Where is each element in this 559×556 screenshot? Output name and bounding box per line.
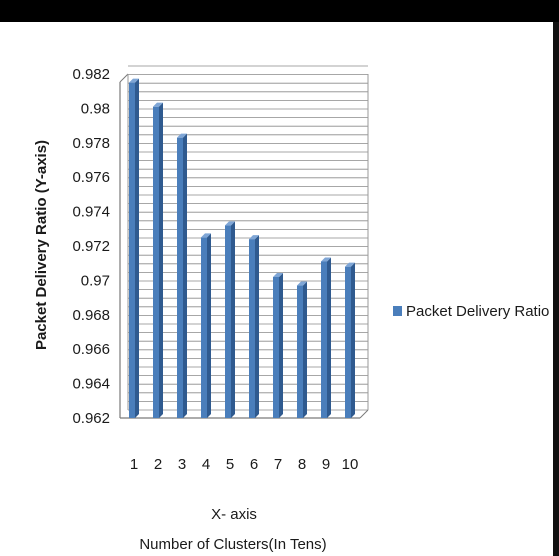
- bar-side: [135, 78, 139, 418]
- y-axis-label: Packet Delivery Ratio (Y-axis): [33, 140, 50, 350]
- bar: [297, 285, 303, 418]
- y-tick-label: 0.98: [81, 100, 110, 117]
- x-tick-label: 9: [322, 456, 330, 473]
- x-tick-label: 10: [342, 456, 359, 473]
- bars: [129, 78, 355, 419]
- x-tick-label: 5: [226, 456, 234, 473]
- bar: [249, 239, 255, 418]
- x-tick-label: 7: [274, 456, 282, 473]
- y-tick-label: 0.972: [72, 238, 110, 255]
- gridlines: [128, 65, 368, 411]
- x-tick-label: 3: [178, 456, 186, 473]
- bar-top: [321, 257, 331, 262]
- bar-top: [225, 221, 235, 226]
- bar: [225, 225, 231, 418]
- y-tick-labels: 0.962 0.964 0.966 0.968 0.97 0.972 0.974 0.976 0…: [72, 66, 110, 427]
- x-tick-label: 6: [250, 456, 258, 473]
- bar-side: [279, 272, 283, 418]
- y-tick-label: 0.97: [81, 272, 110, 289]
- x-axis-right-edge: [359, 409, 369, 419]
- y-tick-label: 0.976: [72, 169, 110, 186]
- bar: [129, 82, 135, 418]
- x-tick-label: 4: [202, 456, 210, 473]
- right-dark-edge: [553, 22, 559, 556]
- x-axis-sublabel: Number of Clusters(In Tens): [139, 536, 326, 553]
- x-axis-label: X- axis: [211, 506, 257, 523]
- bar-top: [297, 281, 307, 286]
- bar: [177, 137, 183, 418]
- bar-side: [351, 262, 355, 418]
- bar-side: [159, 102, 163, 419]
- y-tick-label: 0.964: [72, 376, 110, 393]
- legend-label: Packet Delivery Ratio: [406, 303, 549, 320]
- y-tick-label: 0.966: [72, 341, 110, 358]
- bar: [153, 106, 159, 419]
- x-tick-label: 1: [130, 456, 138, 473]
- x-tick-labels: 1 2 3 4 5 6 7 8 9 10: [130, 456, 359, 473]
- bar-side: [231, 221, 235, 418]
- bar-top: [273, 272, 283, 277]
- bar: [273, 276, 279, 418]
- bar-side: [207, 233, 211, 418]
- axes: [119, 73, 369, 419]
- y-tick-label: 0.968: [72, 307, 110, 324]
- y-tick-label: 0.974: [72, 204, 110, 221]
- bar-side: [327, 257, 331, 418]
- x-tick-label: 8: [298, 456, 306, 473]
- bar-top: [345, 262, 355, 267]
- bar-top: [129, 78, 139, 83]
- bar-top: [153, 102, 163, 107]
- legend-swatch: [393, 306, 402, 316]
- y-tick-label: 0.982: [72, 66, 110, 83]
- bar: [201, 237, 207, 418]
- bar: [345, 266, 351, 418]
- bar: [321, 261, 327, 418]
- y-tick-label: 0.962: [72, 410, 110, 427]
- bar-top: [201, 233, 211, 238]
- y-axis-top-edge: [119, 73, 129, 83]
- x-tick-label: 2: [154, 456, 162, 473]
- legend: Packet Delivery Ratio: [393, 303, 549, 320]
- bar-side: [303, 281, 307, 418]
- bar-top: [177, 133, 187, 138]
- bar-side: [255, 235, 259, 418]
- bar-side: [183, 133, 187, 418]
- bar-top: [249, 235, 259, 240]
- top-black-band: [0, 0, 559, 22]
- y-tick-label: 0.978: [72, 135, 110, 152]
